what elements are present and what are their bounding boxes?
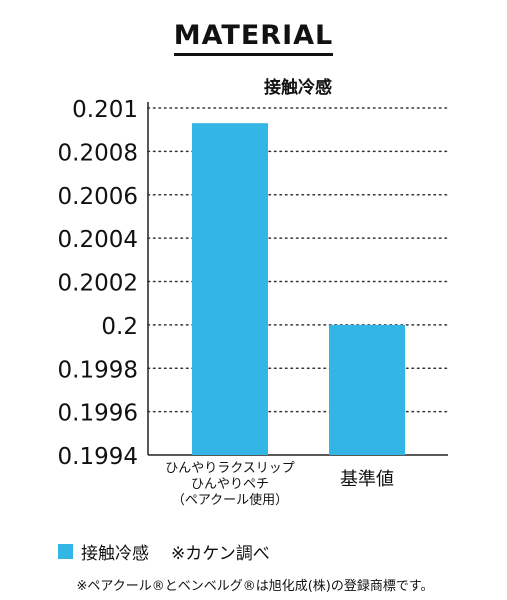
y-tick-label: 0.201 <box>72 97 138 123</box>
y-tick-label: 0.2002 <box>58 271 138 297</box>
y-tick-label: 0.1996 <box>58 401 138 427</box>
y-tick-label: 0.1994 <box>58 444 138 470</box>
bar <box>329 324 405 455</box>
y-tick-label: 0.2006 <box>58 184 138 210</box>
y-tick-label: 0.2008 <box>58 140 138 166</box>
material-heading: MATERIAL <box>0 20 507 56</box>
bar <box>192 123 268 456</box>
x-category-label: 基準値 <box>340 469 394 490</box>
x-category-label: ひんやりペチ <box>191 477 269 492</box>
y-tick-label: 0.2004 <box>58 227 138 253</box>
y-tick-label: 0.2 <box>101 314 138 340</box>
legend: 接触冷感 ※カケン調べ <box>58 539 270 564</box>
trademark-footnote: ※ペアクール®とベンベルグ®は旭化成(株)の登録商標です。 <box>76 579 434 594</box>
x-category-label: ひんやりラクスリップ <box>165 461 295 476</box>
heading-text: MATERIAL <box>173 20 334 56</box>
y-tick-label: 0.1998 <box>58 357 138 383</box>
legend-label: 接触冷感 <box>81 544 149 564</box>
x-category-label: （ペアクール使用） <box>172 492 288 508</box>
source-note: ※カケン調べ <box>171 544 270 564</box>
chart-title: 接触冷感 <box>264 77 332 98</box>
legend-swatch <box>58 544 73 559</box>
